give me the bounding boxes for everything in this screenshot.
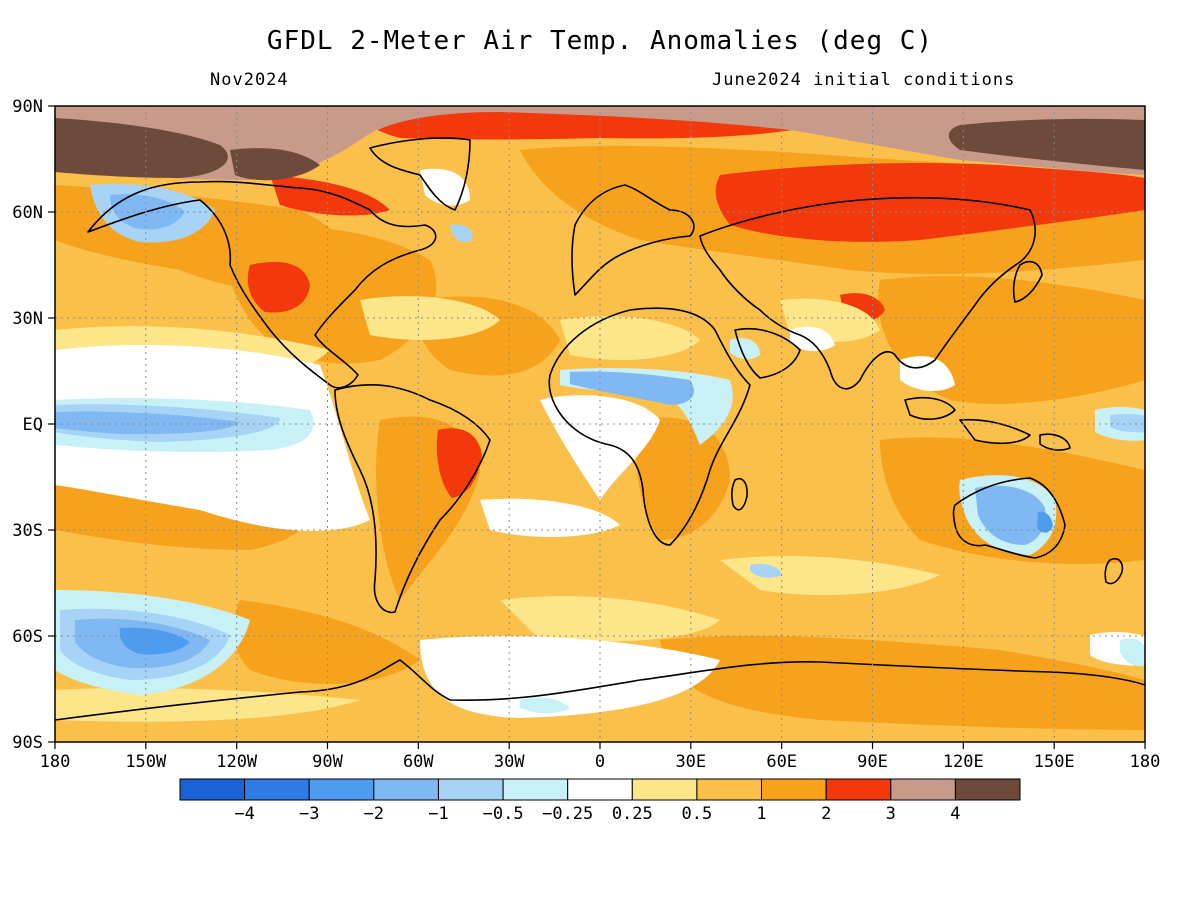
- colorbar-swatch: [244, 778, 310, 801]
- colorbar-label: 0.25: [612, 804, 653, 824]
- colorbar-label: −0.5: [483, 804, 524, 824]
- colorbar-swatch: [567, 778, 633, 801]
- colorbar-labels: −4 −3 −2 −1 −0.5 −0.25 0.25 0.5 1 2 3 4: [234, 804, 960, 824]
- colorbar-swatch: [696, 778, 763, 801]
- colorbar-label: 4: [950, 804, 960, 824]
- lon-label: 60E: [766, 752, 797, 772]
- colorbar-swatch: [631, 778, 698, 801]
- colorbar-label: 3: [886, 804, 896, 824]
- colorbar-swatch: [373, 778, 439, 801]
- colorbar-swatch: [308, 778, 375, 801]
- initial-conditions-label: June2024 initial conditions: [712, 70, 1016, 90]
- lon-label: 30W: [494, 752, 525, 772]
- forecast-month: Nov2024: [210, 70, 289, 90]
- lon-label: 180: [1130, 752, 1161, 772]
- lon-label: 150W: [125, 752, 167, 772]
- lon-label: 0: [595, 752, 605, 772]
- chart-title: GFDL 2-Meter Air Temp. Anomalies (deg C): [266, 26, 934, 56]
- colorbar-label: −1: [428, 804, 448, 824]
- colorbar-swatch: [890, 778, 956, 801]
- lat-label: 90N: [12, 97, 43, 117]
- lat-label: 30N: [12, 309, 43, 329]
- colorbar-label: −4: [234, 804, 254, 824]
- lon-label: 60W: [403, 752, 434, 772]
- lat-label: 90S: [12, 733, 43, 753]
- colorbar-label: 2: [821, 804, 831, 824]
- colorbar-swatch: [502, 778, 569, 801]
- lat-label: EQ: [23, 415, 43, 435]
- lon-label: 30E: [675, 752, 706, 772]
- colorbar-swatch: [954, 778, 1021, 801]
- lat-label: 60S: [12, 627, 43, 647]
- lat-label: 60N: [12, 203, 43, 223]
- lon-label: 150E: [1034, 752, 1075, 772]
- lat-label: 30S: [12, 521, 43, 541]
- lon-label: 180: [40, 752, 71, 772]
- colorbar-label: −0.25: [542, 804, 593, 824]
- colorbar-swatch: [825, 778, 892, 801]
- colorbar-label: 0.5: [682, 804, 713, 824]
- lon-label: 90E: [857, 752, 888, 772]
- lon-label: 120W: [216, 752, 258, 772]
- lon-label: 90W: [312, 752, 343, 772]
- colorbar-label: 1: [756, 804, 766, 824]
- colorbar-label: −3: [299, 804, 319, 824]
- colorbar-swatch: [438, 778, 504, 801]
- latitude-labels: 90N 60N 30N EQ 30S 60S 90S: [12, 97, 43, 753]
- colorbar: [179, 778, 1021, 801]
- lon-label: 120E: [943, 752, 984, 772]
- anomaly-field: [55, 106, 1145, 742]
- colorbar-swatch: [179, 778, 246, 801]
- longitude-labels: 180 150W 120W 90W 60W 30W 0 30E 60E 90E …: [40, 752, 1161, 772]
- colorbar-label: −2: [364, 804, 384, 824]
- colorbar-swatch: [761, 778, 827, 801]
